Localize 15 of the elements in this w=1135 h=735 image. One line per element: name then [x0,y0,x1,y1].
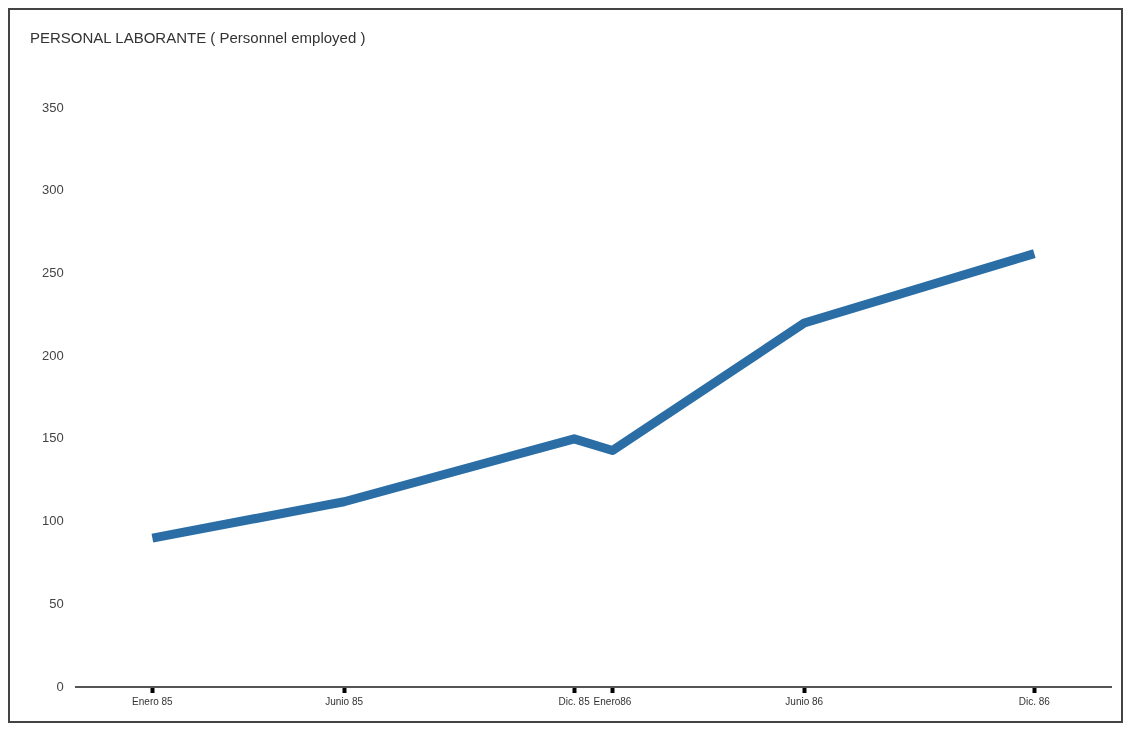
x-tick-label: Junio 86 [785,695,824,707]
x-tick-label: Dic. 86 [1018,695,1051,707]
x-tick-label: Enero86 [593,695,632,707]
y-tick-label: 250 [41,265,64,281]
y-tick-label: 350 [41,99,64,115]
chart-title: PERSONAL LABORANTE ( Personnel employed ) [30,29,366,47]
x-tick-label: Enero 85 [132,695,174,707]
y-tick-label: 50 [49,595,64,611]
y-tick-label: 200 [41,347,64,363]
x-tick-label: Junio 85 [325,695,364,707]
y-tick-label: 100 [41,513,64,529]
y-tick-label: 150 [41,430,64,446]
y-tick-label: 300 [41,182,64,198]
x-tick-label: Dic. 85 [558,695,591,707]
y-tick-label: 0 [56,678,64,694]
